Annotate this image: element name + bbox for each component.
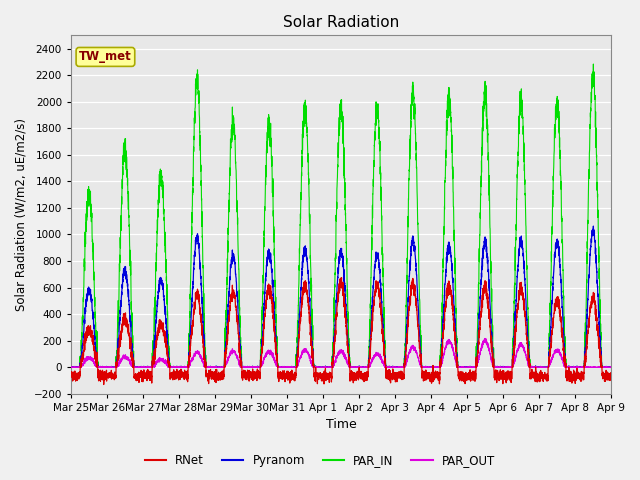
- Legend: RNet, Pyranom, PAR_IN, PAR_OUT: RNet, Pyranom, PAR_IN, PAR_OUT: [140, 449, 500, 472]
- Y-axis label: Solar Radiation (W/m2, uE/m2/s): Solar Radiation (W/m2, uE/m2/s): [15, 118, 28, 311]
- Title: Solar Radiation: Solar Radiation: [283, 15, 399, 30]
- X-axis label: Time: Time: [326, 419, 356, 432]
- Text: TW_met: TW_met: [79, 50, 132, 63]
